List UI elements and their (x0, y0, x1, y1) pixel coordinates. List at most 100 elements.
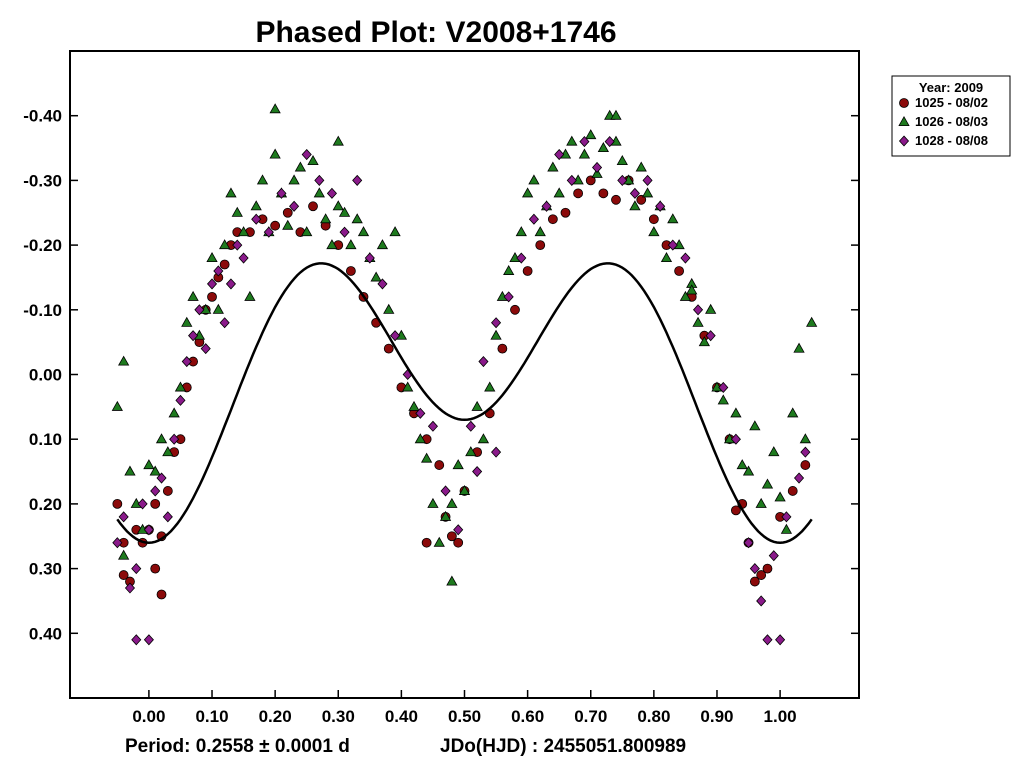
point-triangle (597, 142, 609, 153)
point-circle (749, 576, 760, 587)
point-triangle (660, 252, 673, 263)
y-tick-label: -0.30 (23, 171, 62, 190)
point-diamond (781, 511, 792, 523)
point-diamond (566, 174, 577, 186)
legend-entry-label: 1025 - 08/02 (915, 95, 988, 110)
x-tick-label: 0.80 (637, 707, 670, 726)
point-triangle (313, 187, 325, 198)
point-triangle (111, 400, 123, 411)
point-triangle (294, 161, 307, 172)
point-triangle (174, 381, 187, 392)
legend-entries: 1025 - 08/02 1026 - 08/03 1028 - 08/08 (898, 95, 988, 148)
point-triangle (553, 187, 565, 198)
point-diamond (251, 213, 262, 225)
point-triangle (705, 303, 717, 314)
point-diamond (150, 485, 161, 497)
point-triangle (799, 433, 811, 444)
point-triangle (376, 239, 389, 250)
point-triangle (225, 187, 237, 198)
point-circle (270, 220, 281, 231)
point-triangle (736, 459, 748, 470)
point-triangle (439, 510, 452, 521)
point-triangle (648, 226, 660, 237)
point-diamond (169, 433, 180, 445)
fit-curve (116, 262, 813, 544)
point-diamond (339, 226, 350, 238)
point-diamond (756, 595, 767, 607)
point-diamond (276, 187, 287, 199)
point-triangle (641, 187, 654, 198)
point-diamond (775, 634, 786, 646)
point-diamond (604, 136, 615, 148)
point-diamond (680, 252, 691, 264)
point-triangle (420, 452, 433, 463)
legend-title: Year: 2009 (919, 80, 983, 95)
point-triangle (484, 381, 496, 392)
point-diamond (503, 291, 514, 303)
point-circle (219, 259, 230, 270)
y-axis: -0.40 -0.30 -0.20 -0.10 0.00 0.10 0.20 0.30 0.40 (23, 107, 859, 643)
point-diamond (516, 252, 527, 264)
point-diamond (131, 563, 142, 575)
point-triangle (521, 187, 534, 198)
y-tick-label: -0.10 (23, 301, 62, 320)
point-triangle (389, 226, 401, 237)
point-triangle (269, 103, 281, 114)
point-triangle (162, 446, 174, 457)
point-triangle (780, 523, 793, 534)
point-triangle (477, 433, 490, 444)
point-triangle (503, 264, 515, 275)
point-diamond (440, 485, 451, 497)
point-diamond (188, 330, 199, 342)
point-diamond (364, 252, 375, 264)
point-triangle (793, 342, 805, 353)
point-diamond (667, 239, 678, 251)
point-triangle (269, 148, 281, 159)
point-circle (308, 201, 318, 212)
y-tick-label: 0.10 (29, 430, 62, 449)
x-tick-label: 0.60 (511, 707, 544, 726)
point-circle (800, 460, 811, 470)
point-diamond (112, 537, 123, 549)
point-diamond (213, 265, 224, 277)
period-caption: Period: 0.2558 ± 0.0001 d (125, 736, 350, 757)
point-diamond (232, 239, 243, 251)
point-triangle (118, 355, 130, 366)
y-tick-label: -0.40 (23, 107, 62, 126)
point-triangle (244, 290, 256, 301)
point-triangle (465, 446, 477, 457)
point-triangle (806, 316, 818, 327)
point-diamond (465, 420, 476, 432)
point-diamond (579, 136, 590, 148)
fit-curve-layer (116, 262, 813, 544)
legend-box (891, 75, 1011, 157)
point-circle (585, 175, 596, 186)
point-triangle (408, 400, 420, 411)
point-triangle (433, 536, 445, 547)
point-triangle (761, 478, 774, 489)
x-tick-label: 0.40 (385, 707, 418, 726)
point-triangle (629, 200, 641, 211)
point-circle (150, 498, 161, 509)
point-triangle (118, 549, 130, 560)
point-triangle (452, 459, 464, 470)
legend-entry-label: 1026 - 08/03 (915, 114, 988, 129)
point-diamond (491, 446, 502, 458)
point-diamond (749, 563, 760, 575)
point-triangle (749, 420, 761, 431)
point-triangle (301, 226, 313, 237)
point-circle (787, 486, 798, 496)
epoch-caption: JDo(HJD) : 2455051.800989 (440, 736, 686, 757)
point-triangle (402, 381, 414, 392)
x-tick-label: 0.10 (195, 707, 228, 726)
point-triangle (168, 407, 180, 418)
point-triangle (288, 174, 300, 185)
point-triangle (616, 155, 628, 165)
point-circle (510, 304, 520, 315)
point-triangle (338, 206, 351, 217)
point-circle (611, 194, 621, 205)
point-triangle (345, 239, 357, 250)
legend-entry-label: 1028 - 08/08 (915, 133, 988, 148)
point-circle (497, 343, 508, 354)
point-triangle (610, 109, 622, 120)
